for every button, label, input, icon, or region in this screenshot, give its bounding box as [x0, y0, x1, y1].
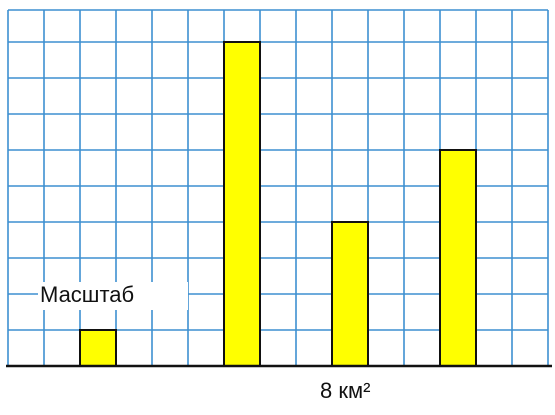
bar [223, 41, 261, 367]
bars [79, 41, 477, 367]
bar [331, 221, 369, 367]
scale-label: Масштаб [40, 282, 134, 307]
bar [79, 329, 117, 367]
label-background [38, 282, 188, 310]
bar [439, 149, 477, 367]
unit-label: 8 км² [320, 378, 370, 403]
